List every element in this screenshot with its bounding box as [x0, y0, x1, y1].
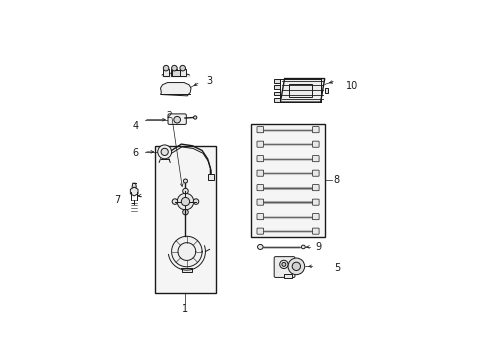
- Bar: [155, 146, 216, 293]
- FancyBboxPatch shape: [257, 199, 263, 205]
- FancyBboxPatch shape: [257, 228, 263, 234]
- FancyBboxPatch shape: [312, 127, 319, 133]
- Circle shape: [180, 66, 185, 71]
- Text: 4: 4: [132, 121, 138, 131]
- Text: 2: 2: [166, 111, 171, 120]
- Polygon shape: [171, 236, 202, 267]
- Bar: [284, 274, 292, 278]
- Text: 10: 10: [346, 81, 358, 91]
- FancyBboxPatch shape: [257, 127, 263, 133]
- Bar: [274, 98, 280, 102]
- Polygon shape: [183, 179, 187, 183]
- Circle shape: [173, 116, 180, 123]
- Circle shape: [158, 145, 171, 159]
- Circle shape: [161, 148, 168, 156]
- Bar: [289, 84, 311, 97]
- Text: 6: 6: [132, 148, 138, 158]
- Polygon shape: [280, 78, 324, 102]
- Polygon shape: [160, 82, 191, 96]
- Text: 9: 9: [315, 242, 321, 252]
- Bar: [207, 174, 213, 180]
- Circle shape: [163, 66, 168, 71]
- FancyBboxPatch shape: [168, 114, 186, 125]
- Circle shape: [193, 116, 197, 119]
- Bar: [163, 69, 169, 76]
- Circle shape: [183, 188, 188, 194]
- Text: 3: 3: [206, 76, 212, 86]
- Ellipse shape: [301, 245, 305, 249]
- Ellipse shape: [257, 244, 263, 249]
- Circle shape: [183, 210, 188, 215]
- FancyBboxPatch shape: [312, 228, 319, 234]
- Circle shape: [172, 199, 177, 204]
- Text: 8: 8: [333, 175, 339, 185]
- FancyBboxPatch shape: [257, 185, 263, 191]
- Circle shape: [282, 262, 285, 266]
- Bar: [179, 69, 185, 76]
- FancyBboxPatch shape: [312, 185, 319, 191]
- Circle shape: [279, 260, 287, 269]
- Bar: [171, 70, 180, 76]
- FancyBboxPatch shape: [257, 170, 263, 176]
- FancyBboxPatch shape: [312, 213, 319, 220]
- Polygon shape: [130, 187, 138, 196]
- FancyBboxPatch shape: [257, 213, 263, 220]
- Circle shape: [171, 66, 177, 71]
- Bar: [274, 79, 280, 83]
- FancyBboxPatch shape: [312, 141, 319, 147]
- FancyBboxPatch shape: [257, 156, 263, 162]
- FancyBboxPatch shape: [257, 141, 263, 147]
- FancyBboxPatch shape: [312, 156, 319, 162]
- Text: 7: 7: [114, 195, 121, 205]
- Circle shape: [177, 193, 193, 210]
- Text: 5: 5: [333, 263, 339, 273]
- Bar: [324, 88, 327, 93]
- Circle shape: [181, 197, 189, 206]
- Bar: [274, 85, 280, 89]
- FancyBboxPatch shape: [312, 199, 319, 205]
- FancyBboxPatch shape: [312, 170, 319, 176]
- FancyBboxPatch shape: [274, 257, 294, 278]
- Polygon shape: [132, 183, 136, 187]
- Bar: [171, 69, 177, 76]
- Bar: [274, 91, 280, 95]
- Bar: [182, 267, 191, 272]
- Circle shape: [193, 199, 198, 204]
- Circle shape: [287, 258, 304, 275]
- Circle shape: [292, 262, 300, 270]
- Text: 1: 1: [182, 304, 188, 314]
- Bar: [250, 123, 325, 237]
